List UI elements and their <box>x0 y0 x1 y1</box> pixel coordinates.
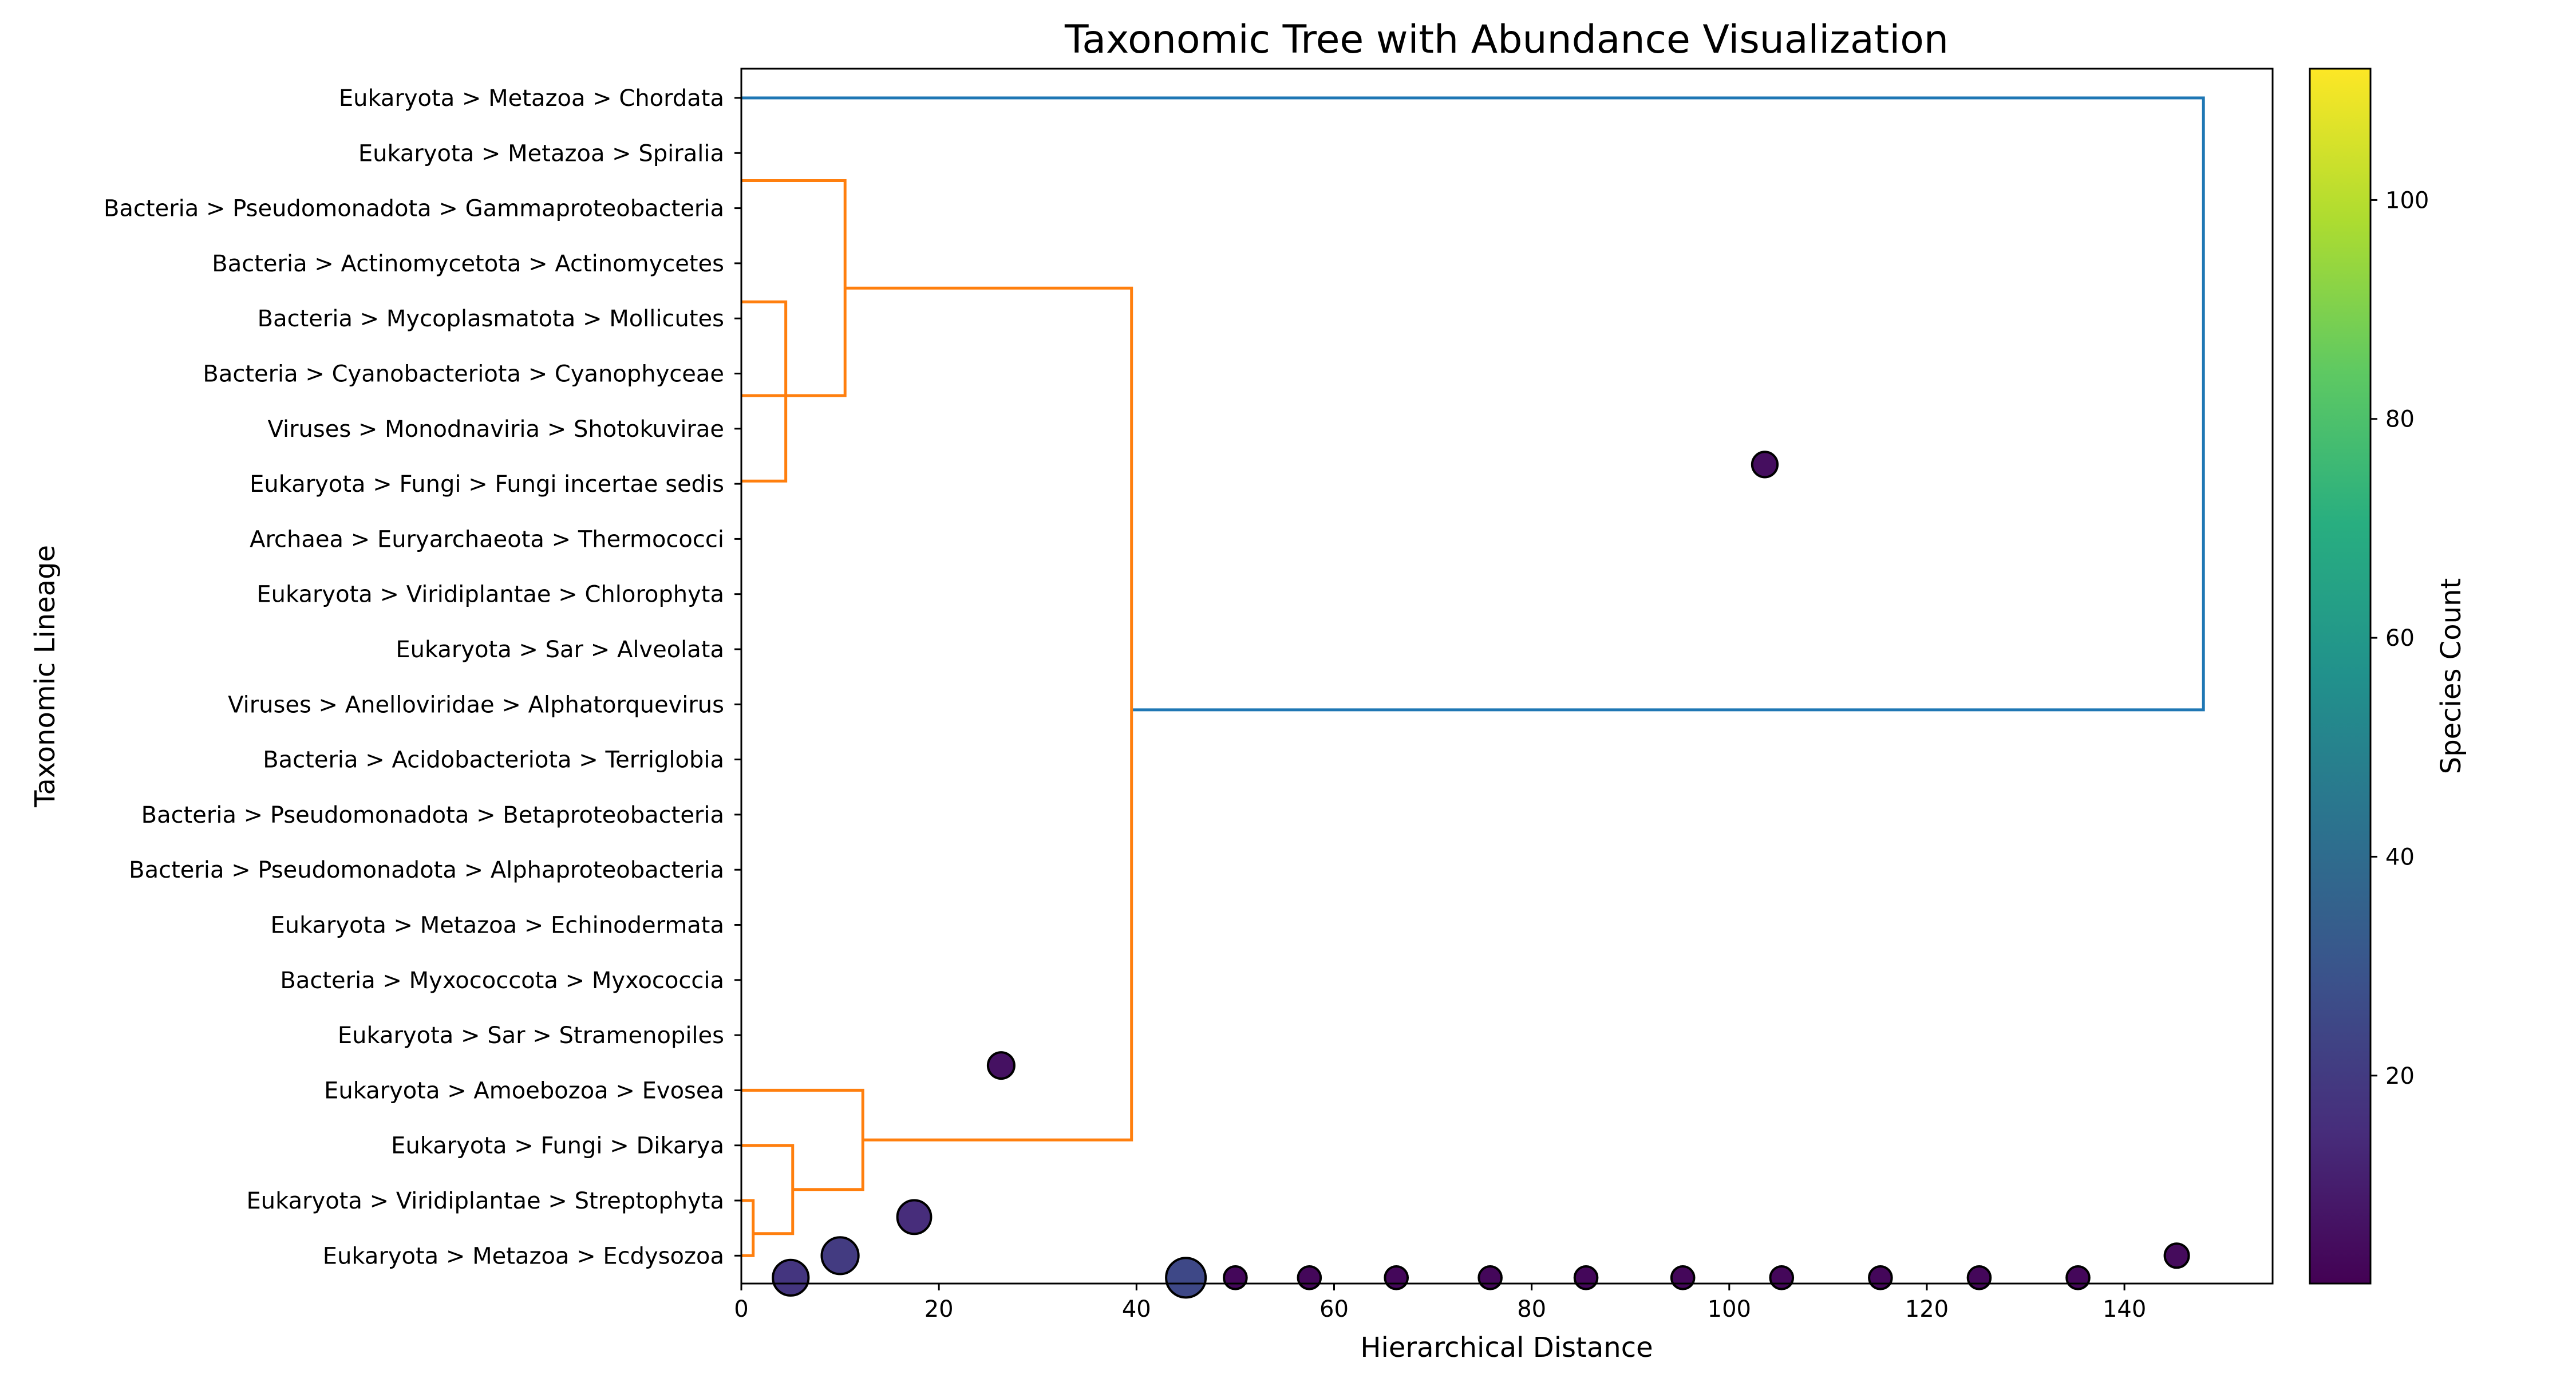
dendrogram-links <box>741 96 2205 1257</box>
y-tick-label: Bacteria > Actinomycetota > Actinomycete… <box>212 251 724 277</box>
x-axis-ticks: 0 20 40 60 80 100 120 140 <box>734 1284 2146 1322</box>
x-tick-label: 40 <box>1122 1296 1151 1322</box>
abundance-point-1 <box>820 1236 860 1276</box>
y-tick-label: Eukaryota > Viridiplantae > Chlorophyta <box>256 582 724 608</box>
abundance-point-15 <box>2065 1265 2091 1290</box>
abundance-point-16 <box>2163 1242 2190 1269</box>
abundance-point-5 <box>1223 1265 1248 1290</box>
y-tick-label: Bacteria > Pseudomonadota > Alphaproteob… <box>129 857 724 883</box>
abundance-point-2 <box>896 1199 933 1235</box>
y-tick-label: Bacteria > Cyanobacteriota > Cyanophycea… <box>203 361 724 388</box>
abundance-point-6 <box>1297 1265 1322 1290</box>
x-axis-label: Hierarchical Distance <box>1360 1332 1653 1364</box>
abundance-point-12 <box>1769 1265 1795 1290</box>
abundance-point-11 <box>1751 451 1779 479</box>
y-tick-label: Eukaryota > Metazoa > Chordata <box>339 85 724 112</box>
abundance-point-0 <box>772 1258 810 1297</box>
abundance-point-3 <box>986 1051 1016 1080</box>
colorbar-tick-label: 60 <box>2385 625 2415 652</box>
colorbar <box>2309 68 2372 1285</box>
y-tick-label: Bacteria > Mycoplasmatota > Mollicutes <box>258 306 724 332</box>
dendrogram-link-6 <box>741 1199 755 1257</box>
x-tick-label: 100 <box>1708 1296 1751 1322</box>
y-tick-label: Eukaryota > Fungi > Dikarya <box>391 1133 724 1159</box>
abundance-point-13 <box>1868 1265 1893 1290</box>
plot-area-frame <box>740 68 2274 1285</box>
abundance-point-10 <box>1670 1265 1696 1290</box>
dendrogram-link-2 <box>741 300 788 483</box>
abundance-points <box>772 451 2190 1299</box>
dendrogram-link-0 <box>741 96 2205 712</box>
y-tick-label: Viruses > Anelloviridae > Alphatorquevir… <box>228 692 724 718</box>
y-tick-label: Eukaryota > Metazoa > Spiralia <box>358 140 724 167</box>
abundance-point-8 <box>1477 1265 1503 1290</box>
colorbar-ticks: 20 40 60 80 100 <box>2370 187 2429 1089</box>
y-tick-label: Bacteria > Pseudomonadota > Betaproteoba… <box>141 802 724 828</box>
colorbar-label: Species Count <box>2435 578 2467 775</box>
abundance-point-9 <box>1573 1265 1599 1290</box>
y-tick-label: Eukaryota > Viridiplantae > Streptophyta <box>246 1188 724 1214</box>
x-tick-label: 120 <box>1905 1296 1949 1322</box>
abundance-point-14 <box>1966 1265 1992 1290</box>
x-tick-label: 60 <box>1319 1296 1349 1322</box>
y-tick-label: Bacteria > Acidobacteriota > Terriglobia <box>263 747 724 773</box>
colorbar-tick-label: 20 <box>2385 1063 2415 1089</box>
dendrogram-link-5 <box>741 1144 795 1235</box>
y-tick-label: Eukaryota > Sar > Alveolata <box>396 637 724 663</box>
chart-title: Taxonomic Tree with Abundance Visualizat… <box>1064 17 1949 62</box>
y-axis-ticks: Eukaryota > Metazoa > Chordata Eukaryota … <box>104 85 741 1269</box>
y-tick-label: Bacteria > Myxococcota > Myxococcia <box>280 968 724 994</box>
x-tick-label: 20 <box>924 1296 954 1322</box>
y-tick-label: Eukaryota > Sar > Stramenopiles <box>338 1022 724 1049</box>
y-tick-label: Eukaryota > Fungi > Fungi incertae sedis <box>250 471 724 498</box>
colorbar-tick-label: 80 <box>2385 406 2415 433</box>
abundance-point-4 <box>1165 1257 1207 1299</box>
x-tick-label: 80 <box>1517 1296 1546 1322</box>
abundance-point-7 <box>1384 1265 1409 1290</box>
colorbar-tick-label: 40 <box>2385 844 2415 870</box>
y-tick-label: Eukaryota > Metazoa > Ecdysozoa <box>323 1243 724 1269</box>
colorbar-tick-label: 100 <box>2385 187 2429 214</box>
y-tick-label: Viruses > Monodnaviria > Shotokuvirae <box>268 416 725 443</box>
dendrogram-link-4 <box>741 1088 864 1191</box>
y-tick-label: Bacteria > Pseudomonadota > Gammaproteob… <box>104 196 724 222</box>
y-axis-label: Taxonomic Lineage <box>29 545 61 808</box>
dendrogram-link-1 <box>741 179 847 397</box>
y-tick-label: Eukaryota > Metazoa > Echinodermata <box>270 913 724 939</box>
x-tick-label: 140 <box>2103 1296 2146 1322</box>
y-tick-label: Eukaryota > Amoebozoa > Evosea <box>324 1077 724 1104</box>
x-tick-label: 0 <box>734 1296 748 1322</box>
y-tick-label: Archaea > Euryarchaeota > Thermococci <box>250 526 724 552</box>
dendrogram-link-3 <box>845 286 1133 1142</box>
